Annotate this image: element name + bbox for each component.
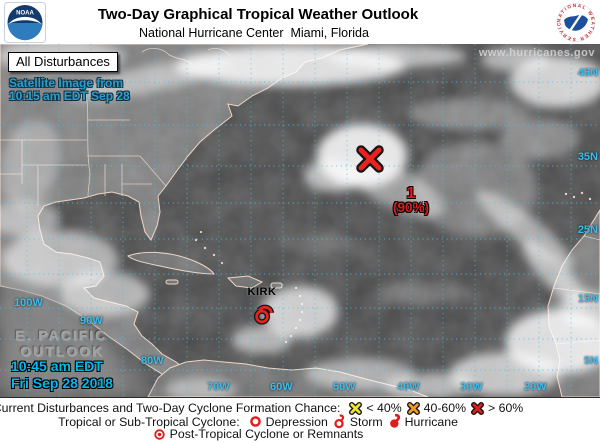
storm-kirk-icon[interactable] [253, 304, 275, 325]
lon-label-30w: 30W [460, 381, 483, 393]
lat-label-45n: 45N [577, 67, 598, 79]
legend-item-storm: Storm [333, 414, 383, 429]
lat-label-5n: 5N [583, 355, 598, 367]
satellite-outlook-map[interactable]: www.hurricanes.gov All Disturbances Sate… [0, 44, 600, 398]
epac-haze [0, 249, 150, 397]
lon-label-60w: 60W [270, 381, 293, 393]
clouds [0, 44, 600, 397]
header: NOAA Two-Day Graphical Tropical Weather … [0, 0, 600, 44]
lon-label-50w: 50W [333, 381, 356, 393]
lon-label-40w: 40W [397, 381, 420, 393]
x-marker-yellow-icon [349, 401, 363, 415]
satellite-caption: Satellite Image from 10:15 am EDT Sep 28 [9, 76, 130, 103]
x-marker-red-icon [471, 401, 485, 415]
disturbance-x-marker[interactable] [356, 145, 384, 173]
hurricane-icon [389, 414, 400, 428]
lat-label-15n: 15N [577, 293, 598, 305]
page-subtitle: National Hurricane Center Miami, Florida [139, 26, 369, 40]
issuance-timestamp: 10:45 am EDT Fri Sep 28 2018 [11, 358, 113, 391]
tropical-storm-icon [334, 414, 344, 429]
legend-item-hurricane: Hurricane [388, 414, 458, 429]
lon-label-90w: 90W [80, 315, 103, 327]
all-disturbances-button[interactable]: All Disturbances [8, 52, 118, 72]
latlon-grid [0, 44, 600, 397]
epacific-outlook-watermark: E. PACIFIC OUTLOOK [15, 327, 108, 359]
post-tropical-icon [153, 428, 165, 440]
lon-label-80w: 80W [141, 355, 164, 367]
legend-row-cyclone-types: Tropical or Sub-Tropical Cyclone: Depres… [0, 414, 558, 429]
lat-label-25n: 25N [577, 224, 598, 236]
nws-logo-icon: NATIONAL WEATHER SERVICE [555, 2, 596, 42]
lon-label-100w: 100W [14, 297, 43, 309]
legend-item-post-tropical: Post-Tropical Cyclone or Remnants [153, 427, 363, 441]
legend-row-formation-chance: Current Disturbances and Two-Day Cyclone… [0, 401, 558, 415]
legend-item-low-chance: < 40% [349, 401, 402, 415]
lon-label-20w: 20W [524, 381, 547, 393]
legend-row2-label: Tropical or Sub-Tropical Cyclone: [58, 414, 240, 429]
lat-label-35n: 35N [577, 151, 598, 163]
disturbance-1-label[interactable]: 1 (90%) [392, 185, 429, 215]
lon-label-70w: 70W [207, 381, 230, 393]
legend: Current Disturbances and Two-Day Cyclone… [0, 398, 600, 443]
hurricanes-gov-watermark: www.hurricanes.gov [478, 47, 595, 59]
legend-item-high-chance: > 60% [471, 401, 523, 415]
depression-icon [249, 416, 261, 427]
storm-kirk-label: KIRK [247, 286, 277, 298]
noaa-logo-icon: NOAA [4, 2, 46, 43]
x-marker-orange-icon [406, 401, 420, 415]
legend-row1-label: Current Disturbances and Two-Day Cyclone… [0, 401, 341, 415]
satellite-imagery [0, 44, 600, 397]
page-title: Two-Day Graphical Tropical Weather Outlo… [97, 6, 419, 23]
legend-item-depression: Depression [249, 415, 328, 429]
legend-row-post-tropical: Post-Tropical Cyclone or Remnants [0, 427, 558, 441]
svg-text:NOAA: NOAA [16, 11, 34, 17]
legend-item-medium-chance: 40-60% [406, 401, 466, 415]
